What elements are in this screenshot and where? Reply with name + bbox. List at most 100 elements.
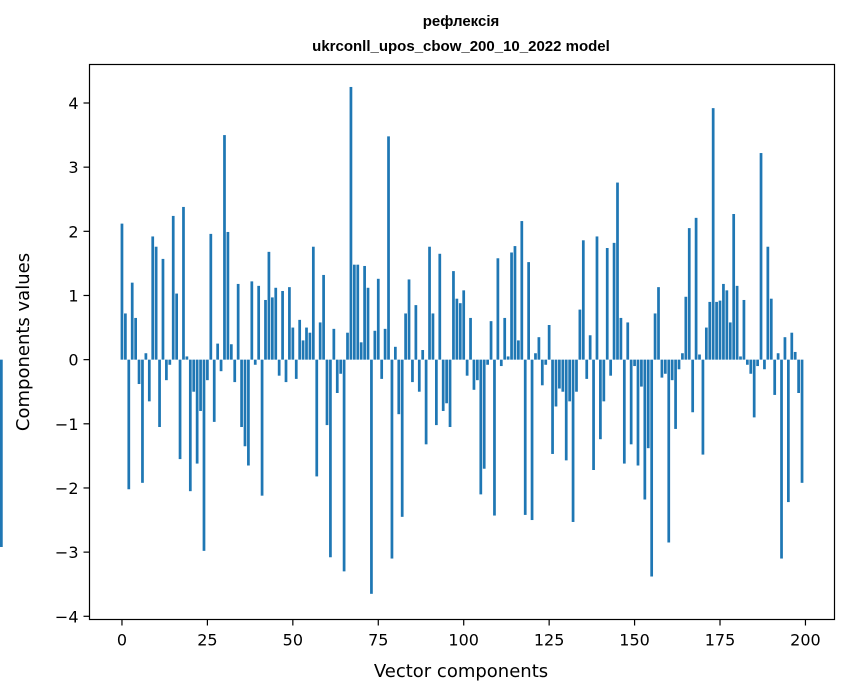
bar-component-148 <box>626 322 630 360</box>
bar-component-191 <box>773 359 777 395</box>
bar-component-190 <box>769 298 773 360</box>
x-tick-label: 150 <box>619 631 650 650</box>
bar-component-4 <box>134 317 137 360</box>
bar-component-28 <box>216 343 220 360</box>
bar-component-129 <box>561 359 565 392</box>
x-tick-label: 100 <box>448 631 479 650</box>
bar-component-20 <box>188 359 192 492</box>
bar-component-116 <box>517 340 520 360</box>
x-axis-label: Vector components <box>374 661 548 682</box>
bar-component-182 <box>742 299 746 360</box>
bar-component-165 <box>684 296 688 360</box>
x-tick-label: 50 <box>283 631 303 650</box>
x-tick-label: 0 <box>117 631 127 650</box>
bar-component-52 <box>298 319 302 360</box>
bar-component-156 <box>653 313 657 360</box>
bar-component-81 <box>397 359 401 415</box>
y-tick-label: 1 <box>68 286 78 305</box>
bar-component-146 <box>619 317 623 360</box>
bar-component-120 <box>530 359 534 521</box>
bar-component-0 <box>120 223 124 360</box>
bar-component-56 <box>311 246 315 360</box>
bar-component-71 <box>363 265 366 360</box>
bar-component-undefined <box>0 359 3 547</box>
bar-component-37 <box>247 359 250 466</box>
bar-component-181 <box>739 356 742 360</box>
bar-component-106 <box>482 359 486 469</box>
bar-component-112 <box>503 317 507 360</box>
bar-component-137 <box>588 335 592 360</box>
bar-component-61 <box>329 359 332 558</box>
bar-component-55 <box>308 332 312 360</box>
bar-component-13 <box>165 359 168 381</box>
bar-component-62 <box>332 328 336 360</box>
bar-component-5 <box>137 359 141 385</box>
bar-component-60 <box>325 359 329 426</box>
bar-component-179 <box>732 214 736 360</box>
bar-component-17 <box>178 359 182 460</box>
bar-component-42 <box>264 299 267 360</box>
bar-component-14 <box>168 359 172 365</box>
bar-component-64 <box>339 359 343 374</box>
bar-component-115 <box>513 246 517 360</box>
bar-component-114 <box>510 252 513 360</box>
bar-component-142 <box>605 248 609 360</box>
bar-component-25 <box>206 359 209 381</box>
bar-component-24 <box>202 359 206 551</box>
bar-component-104 <box>476 359 479 381</box>
bar-component-86 <box>414 305 418 360</box>
bar-component-70 <box>359 342 363 360</box>
bar-component-147 <box>622 359 626 464</box>
bar-component-110 <box>496 258 500 360</box>
bar-component-63 <box>335 359 339 393</box>
x-tick-label: 175 <box>705 631 736 650</box>
bar-component-6 <box>141 359 144 483</box>
bar-component-155 <box>650 359 654 577</box>
bar-component-57 <box>315 359 319 477</box>
bar-component-46 <box>277 359 281 376</box>
bar-component-34 <box>236 283 240 360</box>
bar-component-65 <box>342 359 346 572</box>
bar-component-31 <box>226 231 230 360</box>
bar-component-195 <box>787 359 790 503</box>
bar-component-172 <box>708 301 712 360</box>
bar-component-2 <box>127 359 131 490</box>
bar-component-136 <box>585 359 589 379</box>
bar-component-196 <box>790 332 794 360</box>
x-tick-label: 75 <box>368 631 388 650</box>
bar-component-139 <box>595 236 599 360</box>
bar-component-3 <box>130 282 134 360</box>
bar-component-32 <box>229 344 233 360</box>
bar-component-164 <box>681 353 684 360</box>
bar-component-166 <box>687 228 691 360</box>
bar-component-96 <box>448 359 452 428</box>
bar-component-48 <box>284 359 288 383</box>
bar-component-66 <box>346 332 349 360</box>
bar-component-99 <box>458 303 462 360</box>
bar-component-105 <box>479 359 483 495</box>
bar-component-163 <box>677 359 681 370</box>
bar-component-45 <box>274 287 278 360</box>
bar-component-91 <box>431 313 435 360</box>
bar-component-121 <box>534 353 537 360</box>
bar-component-101 <box>465 359 469 376</box>
bar-component-177 <box>725 290 729 360</box>
bar-component-26 <box>209 233 213 360</box>
bar-component-93 <box>438 253 442 360</box>
bar-component-125 <box>547 325 551 360</box>
bar-component-194 <box>783 337 787 360</box>
bar-component-67 <box>349 86 353 360</box>
y-axis-label: Components values <box>13 253 34 431</box>
bar-component-197 <box>793 351 797 360</box>
bar-component-51 <box>294 359 298 379</box>
bar-component-89 <box>424 359 428 445</box>
bar-component-85 <box>411 359 414 383</box>
bar-component-35 <box>240 359 243 428</box>
bar-component-169 <box>698 354 701 360</box>
bar-component-185 <box>752 359 756 418</box>
bar-component-117 <box>520 221 524 360</box>
bar-component-186 <box>756 359 759 367</box>
bar-component-82 <box>400 359 404 517</box>
bar-component-159 <box>663 359 667 374</box>
